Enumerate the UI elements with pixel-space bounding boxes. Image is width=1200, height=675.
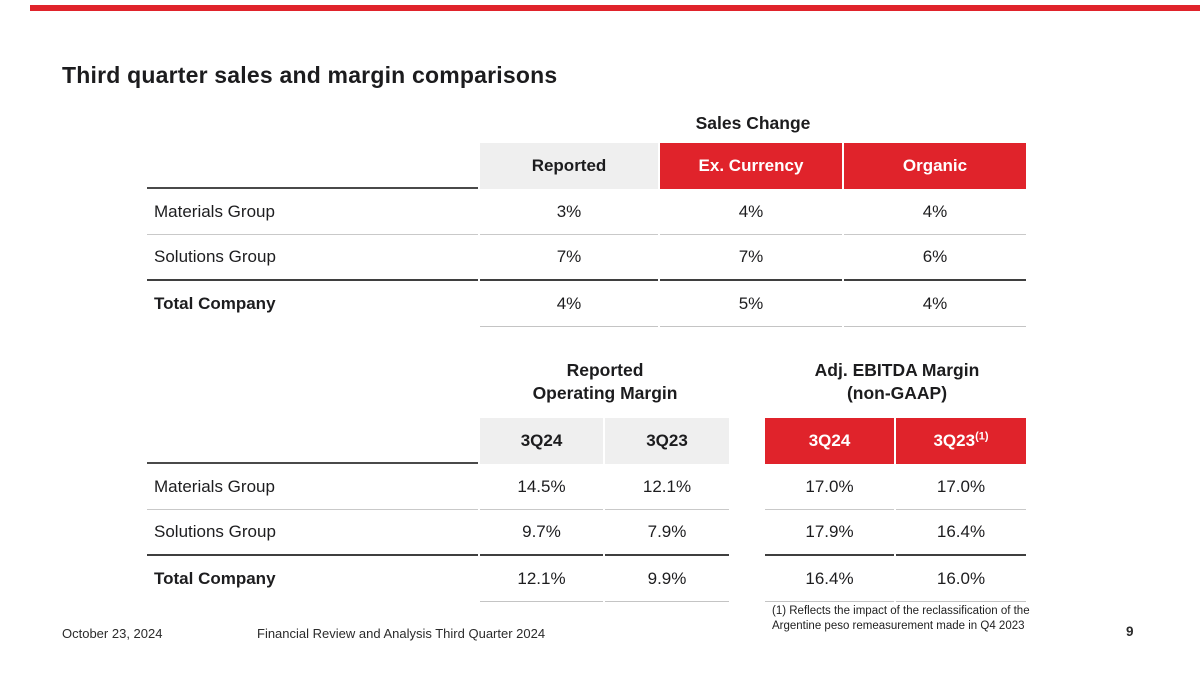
slide-title: Third quarter sales and margin compariso… — [62, 62, 558, 88]
table-row-total: Total Company 12.1% 9.9% 16.4% 16.0% — [147, 556, 1026, 602]
row-label: Total Company — [154, 294, 276, 313]
table-gap — [731, 418, 763, 464]
footnote: (1) Reflects the impact of the reclassif… — [772, 604, 1052, 634]
table-gap — [731, 510, 763, 556]
ebitda-header-3q23: 3Q23(1) — [896, 418, 1026, 464]
table-cell: 3% — [480, 189, 658, 235]
table-cell: 17.0% — [896, 464, 1026, 510]
table-cell: 17.9% — [765, 510, 894, 556]
table-cell: 17.0% — [765, 464, 894, 510]
margin-header-empty — [147, 418, 478, 464]
footer-date: October 23, 2024 — [62, 626, 163, 641]
table-row: Solutions Group 9.7% 7.9% 17.9% 16.4% — [147, 510, 1026, 556]
operating-margin-caption-line1: Reported — [566, 360, 644, 380]
sales-header-row: Reported Ex. Currency Organic — [147, 143, 1026, 189]
table-cell: 16.0% — [896, 556, 1026, 602]
table-row: Materials Group 14.5% 12.1% 17.0% 17.0% — [147, 464, 1026, 510]
footer-page-number: 9 — [1126, 624, 1134, 639]
table-cell: 4% — [660, 189, 842, 235]
table-cell: 16.4% — [896, 510, 1026, 556]
row-label: Materials Group — [147, 464, 478, 510]
table-row-total: Total Company 4% 5% 4% — [147, 281, 1026, 327]
table-cell: 12.1% — [605, 464, 729, 510]
table-cell: 12.1% — [480, 556, 603, 602]
table-cell: 4% — [844, 189, 1026, 235]
footnote-line2: Argentine peso remeasurement made in Q4 … — [772, 620, 1025, 632]
table-cell: 9.9% — [605, 556, 729, 602]
footer-presentation-title: Financial Review and Analysis Third Quar… — [257, 626, 546, 641]
sales-header-ex-currency: Ex. Currency — [660, 143, 842, 189]
opmargin-header-3q24: 3Q24 — [480, 418, 603, 464]
ebitda-margin-caption-line1: Adj. EBITDA Margin — [814, 360, 980, 380]
sales-header-reported: Reported — [480, 143, 658, 189]
table-cell: 5% — [660, 281, 842, 327]
margin-header-row: 3Q24 3Q23 3Q24 3Q23(1) — [147, 418, 1026, 464]
top-accent-bar — [30, 5, 1200, 11]
table-cell: 6% — [844, 235, 1026, 281]
table-cell: 16.4% — [765, 556, 894, 602]
table-row: Solutions Group 7% 7% 6% — [147, 235, 1026, 281]
footnote-line1: (1) Reflects the impact of the reclassif… — [772, 605, 1030, 617]
table-gap — [731, 556, 763, 602]
opmargin-header-3q23: 3Q23 — [605, 418, 729, 464]
table-cell: 7% — [480, 235, 658, 281]
table-gap — [731, 464, 763, 510]
table-cell: 7.9% — [605, 510, 729, 556]
row-label: Solutions Group — [147, 510, 478, 556]
table-cell: 4% — [844, 281, 1026, 327]
ebitda-header-3q24: 3Q24 — [765, 418, 894, 464]
operating-margin-caption-line2: Operating Margin — [532, 383, 678, 403]
table-cell: 9.7% — [480, 510, 603, 556]
sales-change-table: Reported Ex. Currency Organic Materials … — [145, 143, 1028, 327]
table-cell: 7% — [660, 235, 842, 281]
table-cell: 14.5% — [480, 464, 603, 510]
row-label: Materials Group — [147, 189, 478, 235]
table-row: Materials Group 3% 4% 4% — [147, 189, 1026, 235]
sales-header-organic: Organic — [844, 143, 1026, 189]
table-cell: 4% — [480, 281, 658, 327]
sales-header-empty — [147, 143, 478, 189]
row-label: Solutions Group — [147, 235, 478, 281]
margin-comparison-table: 3Q24 3Q23 3Q24 3Q23(1) Materials Group 1… — [145, 418, 1028, 602]
operating-margin-caption: Reported Operating Margin — [478, 359, 732, 405]
ebitda-margin-caption-line2: (non-GAAP) — [846, 383, 948, 403]
footnote-marker: (1) — [975, 430, 989, 443]
sales-change-caption: Sales Change — [695, 113, 811, 133]
row-label: Total Company — [154, 569, 276, 588]
ebitda-margin-caption: Adj. EBITDA Margin (non-GAAP) — [766, 359, 1028, 405]
